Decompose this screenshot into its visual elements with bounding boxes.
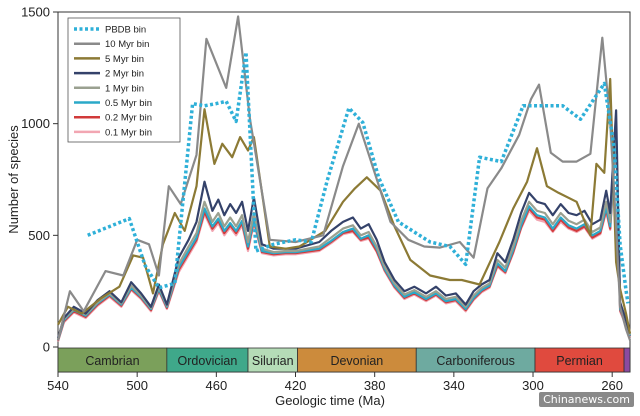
legend-label-3: 2 Myr bin <box>105 69 144 80</box>
x-tick-label: 300 <box>522 378 544 393</box>
series-line-3 <box>56 109 632 339</box>
period-label: Devonian <box>330 354 383 368</box>
x-tick-label: 420 <box>285 378 307 393</box>
x-tick-label: 380 <box>364 378 386 393</box>
legend-label-4: 1 Myr bin <box>105 83 144 94</box>
legend-label-5: 0.5 Myr bin <box>105 98 152 109</box>
x-tick-label: 460 <box>205 378 227 393</box>
y-axis-label: Number of species <box>6 125 21 234</box>
legend-label-6: 0.2 Myr bin <box>105 113 152 124</box>
legend-label-0: PBDB bin <box>105 25 146 36</box>
period-label: Cambrian <box>85 354 139 368</box>
period-band-1 <box>166 347 249 373</box>
y-tick-label: 0 <box>43 340 50 355</box>
period-label: Carboniferous <box>436 354 515 368</box>
period-band-3 <box>297 347 417 373</box>
period-band-4 <box>415 347 536 373</box>
series-line-6 <box>56 131 632 342</box>
y-tick-label: 1000 <box>21 116 50 131</box>
legend-label-2: 5 Myr bin <box>105 54 144 65</box>
x-tick-label: 540 <box>47 378 69 393</box>
y-tick-label: 1500 <box>21 5 50 20</box>
watermark-text: Chinanews.com <box>539 392 634 407</box>
y-tick-label: 500 <box>28 228 50 243</box>
series-line-0 <box>87 50 630 304</box>
series-line-4 <box>56 122 632 340</box>
period-label: Permian <box>556 354 603 368</box>
x-axis-label: Geologic time (Ma) <box>275 393 385 408</box>
x-tick-label: 340 <box>443 378 465 393</box>
legend-box <box>67 17 181 143</box>
x-tick-label: 260 <box>601 378 623 393</box>
x-tick-label: 500 <box>126 378 148 393</box>
legend-label-7: 0.1 Myr bin <box>105 127 152 138</box>
period-band-0 <box>57 347 168 373</box>
period-label: Silurian <box>252 354 294 368</box>
legend-label-1: 10 Myr bin <box>105 39 149 50</box>
period-label: Ordovician <box>178 354 238 368</box>
period-band-6 <box>623 347 631 373</box>
series-line-1 <box>56 15 632 341</box>
period-band-5 <box>534 347 625 373</box>
